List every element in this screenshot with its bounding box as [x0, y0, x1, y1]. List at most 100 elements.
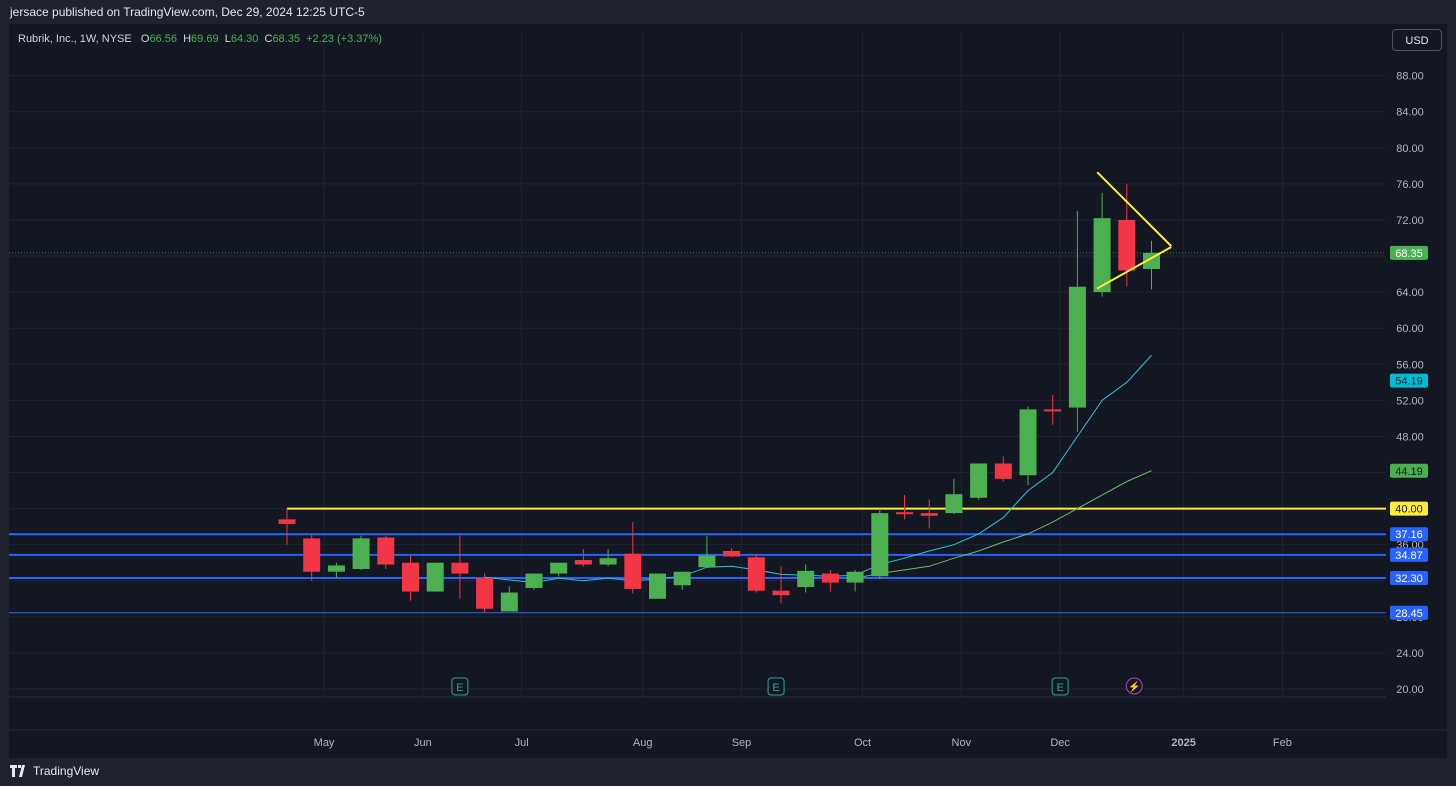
symbol-name[interactable]: Rubrik, Inc., 1W, NYSE: [18, 33, 132, 45]
candle-body: [945, 494, 963, 514]
candle-body: [500, 592, 518, 612]
brand-name: TradingView: [33, 764, 100, 778]
publish-header: jersace published on TradingView.com, De…: [0, 0, 1456, 24]
price-labels: 68.35 54.19 44.19 40.00 37.16 34.87 32.30 28.45: [1390, 245, 1428, 620]
x-tick-label: 2025: [1171, 737, 1195, 749]
y-tick-label: 56.00: [1396, 359, 1424, 371]
dividend-marker-text: ⚡: [1128, 680, 1140, 693]
tradingview-logo[interactable]: TradingView: [10, 764, 99, 778]
open-value: 66.56: [149, 33, 177, 45]
price-label-text: 28.45: [1395, 608, 1423, 620]
y-tick-label: 80.00: [1396, 143, 1424, 155]
price-label-text: 37.16: [1395, 529, 1423, 541]
lightning-icon: [1125, 677, 1143, 695]
y-tick-label: 52.00: [1396, 395, 1424, 407]
candle-body: [970, 463, 988, 498]
candle-body: [649, 573, 666, 599]
price-label-box: [1390, 501, 1428, 516]
candle-body: [994, 463, 1012, 479]
earnings-marker-text: E: [1056, 682, 1063, 694]
low-label: L: [224, 33, 231, 45]
price-label-text: 68.35: [1395, 248, 1423, 260]
x-tick-label: Jun: [414, 737, 432, 749]
close-label: C: [264, 33, 273, 45]
earnings-e-icon: [767, 677, 785, 696]
earnings-e-icon: [451, 677, 469, 696]
triangle-trendline: [1096, 171, 1172, 247]
candle-body: [1093, 218, 1111, 293]
y-tick-label: 72.00: [1396, 215, 1424, 227]
price-label-box: [1390, 527, 1428, 542]
candle-body: [1044, 409, 1062, 412]
candle-body: [896, 512, 913, 515]
candle-body: [846, 571, 864, 583]
y-tick-label: 20.00: [1396, 684, 1424, 696]
candle-body: [1019, 409, 1037, 476]
candle-body: [821, 573, 839, 583]
candle-body: [920, 513, 938, 516]
x-tick-label: Dec: [1050, 737, 1070, 749]
price-label-text: 44.19: [1395, 466, 1423, 478]
candle-body: [550, 562, 568, 574]
event-markers: E E E ⚡: [451, 677, 1143, 696]
y-tick-label: 84.00: [1396, 107, 1424, 119]
x-tick-label: Sep: [732, 737, 752, 749]
y-tick-label: 76.00: [1396, 179, 1424, 191]
footer: [0, 758, 1456, 786]
time-axis: May Jun Jul Aug Sep Oct Nov Dec 2025 Feb: [314, 737, 1292, 749]
candle-body: [278, 519, 296, 524]
y-tick-label: 48.00: [1396, 431, 1424, 443]
open-label: O: [140, 33, 150, 45]
candle-body: [426, 562, 444, 592]
price-label-text: 32.30: [1395, 573, 1423, 585]
x-tick-label: Nov: [952, 737, 972, 749]
candle-body: [525, 573, 543, 588]
candle-body: [673, 571, 691, 586]
earnings-marker-text: E: [456, 682, 463, 694]
low-value: 64.30: [230, 33, 259, 45]
triangle-trendline: [1096, 246, 1172, 290]
candle-body: [402, 562, 419, 592]
change-value: +2.23 (+3.37%): [306, 33, 382, 45]
tradingview-logo-icon: [10, 765, 25, 777]
candle-body: [698, 555, 716, 568]
moving-average-green: [855, 470, 1152, 579]
candle-body: [377, 537, 395, 565]
earnings-marker-text: E: [772, 682, 779, 694]
candle-body: [327, 565, 345, 572]
x-tick-label: Feb: [1273, 737, 1292, 749]
candle-body: [624, 553, 642, 589]
chart-grid: [9, 32, 1447, 731]
candle-body: [797, 570, 815, 588]
moving-average-cyan: [484, 354, 1152, 584]
price-label-box: [1390, 605, 1428, 620]
triangle-drawing: [1096, 171, 1172, 290]
candle-body: [1068, 286, 1086, 408]
currency-button[interactable]: USD: [1392, 29, 1442, 51]
candle-body: [772, 590, 790, 596]
price-label-box: [1390, 463, 1428, 478]
close-value: 68.35: [272, 33, 300, 45]
price-label-box: [1390, 547, 1428, 562]
price-label-text: 54.19: [1395, 376, 1423, 388]
y-tick-label: 64.00: [1396, 287, 1424, 299]
candle-body: [747, 557, 765, 591]
x-tick-label: Jul: [515, 737, 529, 749]
candle-body: [599, 558, 617, 565]
price-label-box: [1390, 373, 1428, 388]
x-tick-label: Oct: [854, 737, 871, 749]
candle-body: [476, 578, 494, 609]
candle-body: [1118, 219, 1136, 271]
candle-body: [1143, 252, 1160, 270]
candle-body: [303, 538, 321, 572]
high-label: H: [183, 33, 192, 45]
candle-body: [451, 562, 469, 574]
candle-body: [352, 538, 370, 570]
symbol-legend[interactable]: Rubrik, Inc., 1W, NYSE O66.56 H69.69 L64…: [18, 33, 382, 45]
y-tick-label: 88.00: [1396, 71, 1424, 83]
chart-panel[interactable]: [9, 24, 1447, 758]
price-label-text: 34.87: [1395, 550, 1423, 562]
price-label-box: [1390, 571, 1428, 586]
candle-body: [574, 560, 592, 565]
